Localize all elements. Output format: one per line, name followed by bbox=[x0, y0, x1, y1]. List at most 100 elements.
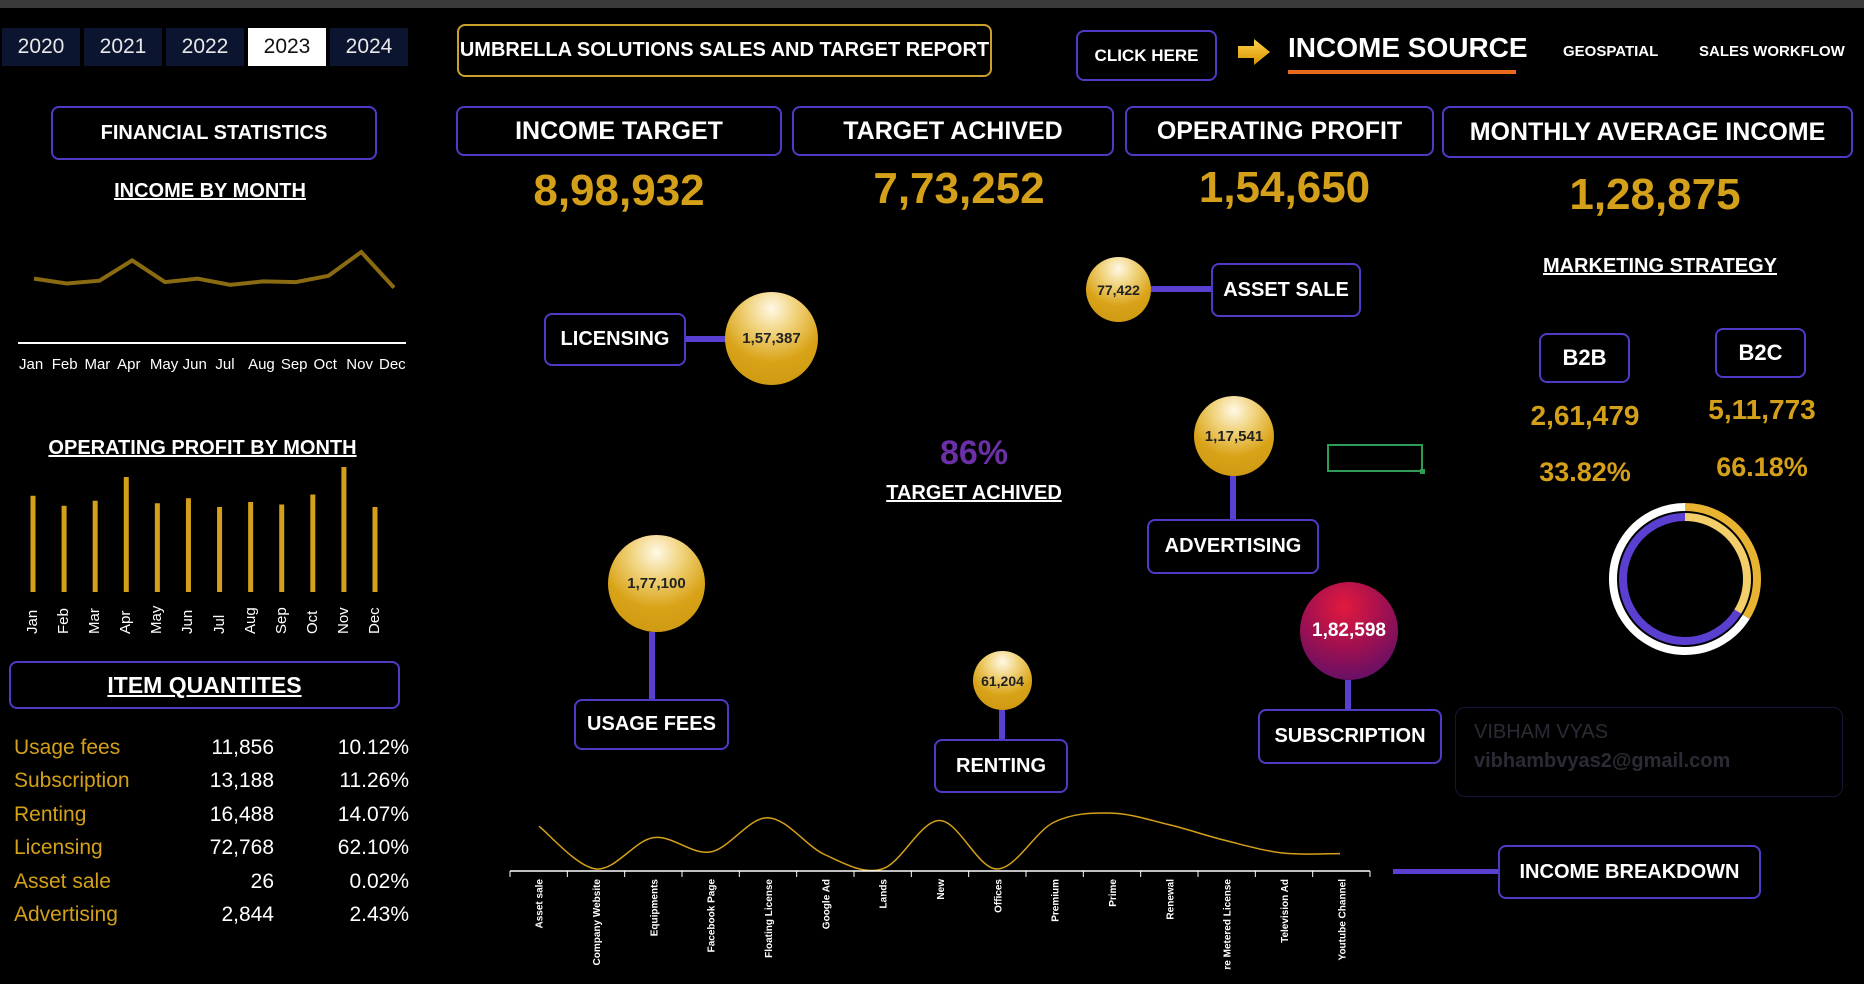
table-row: Usage fees 11,856 10.12% bbox=[14, 731, 409, 765]
month-tick-label: May bbox=[148, 605, 166, 634]
item-qty: 11,856 bbox=[211, 735, 274, 759]
subscription-bubble: 1,82,598 bbox=[1300, 582, 1398, 680]
profit-bar bbox=[372, 507, 378, 592]
b2b-pct: 33.82% bbox=[1539, 457, 1631, 487]
renting-bubble: 61,204 bbox=[973, 651, 1032, 710]
month-tick-label: Sep bbox=[272, 607, 290, 634]
usage-fees-label: USAGE FEES bbox=[574, 699, 729, 750]
profit-bar bbox=[341, 467, 347, 592]
breakdown-category-label: Company Website bbox=[592, 879, 603, 966]
sales-workflow-link[interactable]: SALES WORKFLOW bbox=[1699, 43, 1845, 60]
click-here-button[interactable]: CLICK HERE bbox=[1076, 30, 1217, 81]
month-tick-label: Jul bbox=[210, 614, 228, 634]
income-breakdown-chart: Asset sale Company Website Equipments Faceb… bbox=[509, 812, 1371, 970]
year-2020-button[interactable]: 2020 bbox=[2, 28, 80, 66]
table-row: Licensing 72,768 62.10% bbox=[14, 832, 409, 866]
renting-label: RENTING bbox=[934, 739, 1068, 793]
month-tick-label: Jan bbox=[19, 356, 44, 373]
month-tick-label: Mar bbox=[86, 608, 104, 634]
breakdown-category-label: Youtube Channel bbox=[1337, 879, 1348, 961]
item-pct: 0.02% bbox=[349, 869, 409, 893]
item-name: Subscription bbox=[14, 769, 130, 793]
b2c-value: 5,11,773 bbox=[1708, 394, 1816, 425]
advertising-label: ADVERTISING bbox=[1147, 519, 1319, 574]
b2b-value: 2,61,479 bbox=[1530, 400, 1640, 431]
item-pct: 11.26% bbox=[339, 769, 409, 793]
month-tick-label: Aug bbox=[241, 607, 259, 634]
profit-bar bbox=[217, 507, 223, 592]
profit-bar bbox=[185, 498, 191, 592]
item-name: Usage fees bbox=[14, 735, 121, 759]
year-2021-button[interactable]: 2021 bbox=[84, 28, 162, 66]
asset-sale-connector bbox=[1151, 286, 1211, 292]
item-name: Licensing bbox=[14, 836, 103, 860]
donut-outer-b2b-slice bbox=[1684, 503, 1761, 619]
arrow-right-icon bbox=[1238, 39, 1270, 65]
monthly-average-income-value: 1,28,875 bbox=[1569, 170, 1741, 219]
item-qty: 72,768 bbox=[209, 836, 274, 860]
advertising-bubble: 1,17,541 bbox=[1194, 396, 1274, 476]
target-percent: 86% bbox=[939, 434, 1009, 472]
subscription-connector bbox=[1345, 680, 1351, 710]
item-pct: 14.07% bbox=[337, 802, 409, 826]
window-top-bar bbox=[0, 0, 1864, 8]
table-row: Asset sale 26 0.02% bbox=[14, 865, 409, 899]
marketing-donut-chart bbox=[1609, 503, 1761, 655]
month-tick-label: Jun bbox=[179, 609, 197, 634]
operating-profit-value: 1,54,650 bbox=[1198, 163, 1371, 212]
item-name: Asset sale bbox=[14, 869, 111, 893]
profit-bar bbox=[123, 477, 129, 592]
table-row: Subscription 13,188 11.26% bbox=[14, 765, 409, 799]
income-series-line bbox=[33, 249, 396, 290]
geospatial-link[interactable]: GEOSPATIAL bbox=[1563, 43, 1659, 60]
operating-profit-by-month-title: OPERATING PROFIT BY MONTH bbox=[48, 437, 357, 459]
profit-bar bbox=[92, 500, 98, 592]
asset-sale-bubble: 77,422 bbox=[1086, 257, 1151, 322]
year-2024-button[interactable]: 2024 bbox=[330, 28, 408, 66]
breakdown-category-label: Offices bbox=[993, 879, 1004, 913]
fill-handle[interactable] bbox=[1420, 469, 1425, 474]
profit-bar bbox=[310, 494, 316, 592]
income-by-month-chart bbox=[18, 249, 406, 344]
month-tick-label: Apr bbox=[117, 610, 135, 634]
year-2022-button[interactable]: 2022 bbox=[166, 28, 244, 66]
watermark-email: vibhambvyas2@gmail.com bbox=[1474, 750, 1731, 772]
month-tick-label: Aug bbox=[248, 356, 275, 373]
month-tick-label: Dec bbox=[366, 607, 383, 634]
year-2023-button[interactable]: 2023 bbox=[248, 28, 326, 66]
operating-profit-label: OPERATING PROFIT bbox=[1125, 106, 1434, 156]
income-source-link[interactable]: INCOME SOURCE bbox=[1288, 32, 1528, 63]
income-source-underline bbox=[1288, 70, 1516, 74]
report-title: UMBRELLA SOLUTIONS SALES AND TARGET REPO… bbox=[457, 24, 992, 77]
usage-fees-bubble: 1,77,100 bbox=[608, 535, 705, 632]
month-tick-label: Nov bbox=[346, 356, 373, 373]
profit-bar bbox=[154, 503, 160, 592]
item-qty: 2,844 bbox=[221, 903, 274, 927]
item-pct: 62.10% bbox=[337, 836, 409, 860]
income-target-label: INCOME TARGET bbox=[456, 106, 782, 156]
item-pct: 2.43% bbox=[349, 903, 409, 927]
b2c-pct: 66.18% bbox=[1716, 452, 1808, 482]
breakdown-category-label: Equipments bbox=[649, 879, 660, 937]
breakdown-category-label: Software Metered License bbox=[1223, 879, 1234, 970]
donut-inner-b2c-slice bbox=[1619, 513, 1742, 645]
month-tick-label: Nov bbox=[334, 607, 352, 634]
renting-connector bbox=[999, 710, 1005, 740]
selected-cell[interactable] bbox=[1327, 444, 1423, 472]
breakdown-category-label: Lands bbox=[879, 879, 890, 909]
item-quantities-title: ITEM QUANTITES bbox=[9, 661, 400, 709]
usage-fees-connector bbox=[649, 632, 655, 700]
item-qty: 16,488 bbox=[209, 802, 274, 826]
b2b-label: B2B bbox=[1539, 333, 1630, 383]
advertising-connector bbox=[1230, 476, 1236, 520]
marketing-strategy-title: MARKETING STRATEGY bbox=[1542, 255, 1778, 277]
item-pct: 10.12% bbox=[337, 735, 409, 759]
breakdown-category-label: Floating License bbox=[764, 879, 775, 958]
financial-statistics-title: FINANCIAL STATISTICS bbox=[51, 106, 377, 160]
breakdown-category-label: Asset sale bbox=[535, 879, 546, 929]
income-breakdown-label: INCOME BREAKDOWN bbox=[1498, 845, 1761, 899]
profit-bar bbox=[30, 495, 36, 592]
income-breakdown-connector bbox=[1393, 869, 1498, 874]
profit-bar bbox=[248, 502, 254, 592]
operating-profit-axis: Jan Feb Mar Apr May Jun Jul Aug Sep Oct Nov Dec bbox=[18, 600, 398, 640]
